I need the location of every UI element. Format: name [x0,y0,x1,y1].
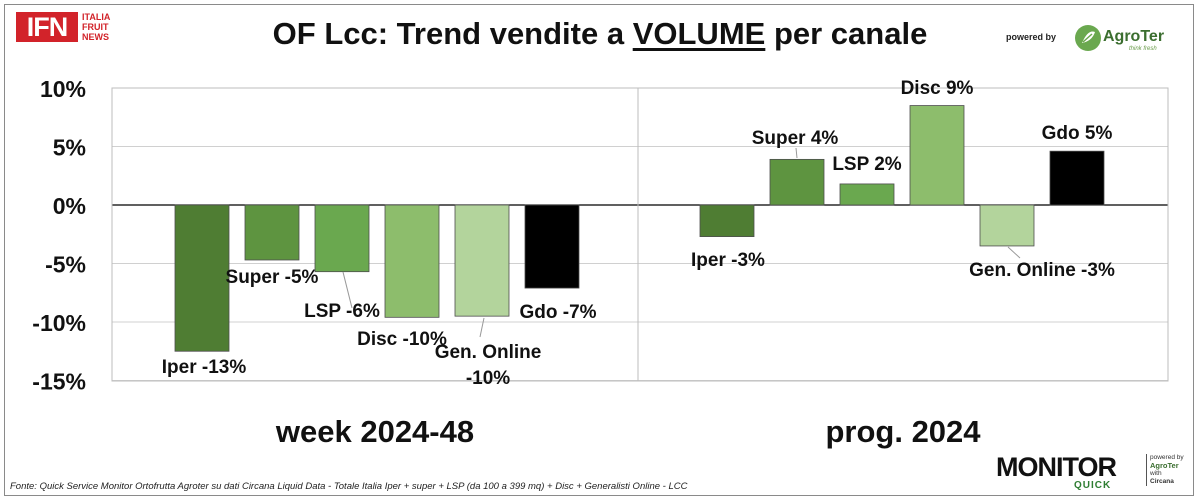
data-label: Gdo -7% [519,302,596,323]
data-label: Disc 9% [901,78,974,99]
group-label: week 2024-48 [275,414,474,449]
label-leader-line [342,271,353,309]
bar-chart: 10% 5% 0% -5% -10% -15% Iper -13% Super -5% LSP … [32,76,1169,449]
data-label: LSP 2% [832,154,901,175]
monitor-side-circana: Circana [1150,478,1174,485]
label-leader-line [795,147,798,159]
monitor-word: MONITOR [996,452,1117,482]
monitor-side-agroter: AgroTer [1150,461,1179,470]
bar-prog-2024-disc [909,105,965,206]
agroter-tagline: think fresh [1129,46,1157,52]
bar-prog-2024-gen-online [979,204,1035,247]
bar-week-2024-48-disc [384,204,440,318]
y-tick-label: 5% [53,135,86,161]
data-label: Super -5% [226,267,319,288]
monitor-side-powered: powered by [1150,454,1184,461]
y-tick-label: 10% [40,76,86,102]
data-label: -10% [466,368,510,389]
bar-prog-2024-gdo [1049,150,1105,206]
ifn-logo: IFN ITALIA FRUIT NEWS [16,10,128,46]
plot-area [111,87,1169,382]
monitor-side-with: with [1150,470,1162,477]
bar-week-2024-48-iper [174,204,230,352]
ifn-word-3: NEWS [82,32,109,42]
bar-week-2024-48-gen-online [454,204,510,317]
bar-prog-2024-super [769,158,825,206]
ifn-word-2: FRUIT [82,22,109,32]
data-label: Gen. Online -3% [969,260,1115,281]
y-tick-label: -5% [45,252,86,278]
monitor-quick-logo: MONITOR QUICK powered by AgroTer with Ci… [996,452,1186,494]
bar-week-2024-48-gdo [524,204,580,289]
powered-by-label: powered by [1006,32,1057,42]
data-label: Iper -3% [691,250,765,271]
agroter-logo: AgroTer think fresh [1073,20,1173,56]
bar-week-2024-48-lsp [314,204,370,273]
data-label: Super 4% [752,128,839,149]
data-label: Gdo 5% [1042,123,1113,144]
bar-week-2024-48-super [244,204,300,261]
label-leader-line [479,317,485,338]
data-label: LSP -6% [304,301,380,322]
monitor-quick-label: QUICK [1074,480,1112,491]
bar-prog-2024-lsp [839,183,895,206]
ifn-logo-mark: IFN [16,12,78,42]
monitor-side-credits: powered by AgroTer with Circana [1146,454,1190,486]
bar-prog-2024-iper [699,204,755,237]
data-label: Disc -10% [357,329,447,350]
title-emphasis: VOLUME [632,16,766,51]
y-tick-label: 0% [53,193,86,219]
y-tick-label: -10% [32,310,86,336]
group-label: prog. 2024 [825,414,981,449]
title-pre: OF Lcc: Trend vendite a [272,16,633,51]
agroter-name: AgroTer [1103,28,1165,45]
ifn-word-1: ITALIA [82,12,111,22]
data-label: Iper -13% [162,357,247,378]
title-post: per canale [765,16,928,51]
label-leader-line [1007,246,1021,259]
agroter-leaf-icon [1075,25,1101,51]
ifn-logo-words: ITALIA FRUIT NEWS [82,12,130,42]
chart-title: OF Lcc: Trend vendite a VOLUME per canal… [0,16,1200,52]
chart-frame [4,4,1194,496]
data-label: Gen. Online [435,342,542,363]
y-tick-label: -15% [32,369,86,395]
source-footnote: Fonte: Quick Service Monitor Ortofrutta … [10,481,688,492]
